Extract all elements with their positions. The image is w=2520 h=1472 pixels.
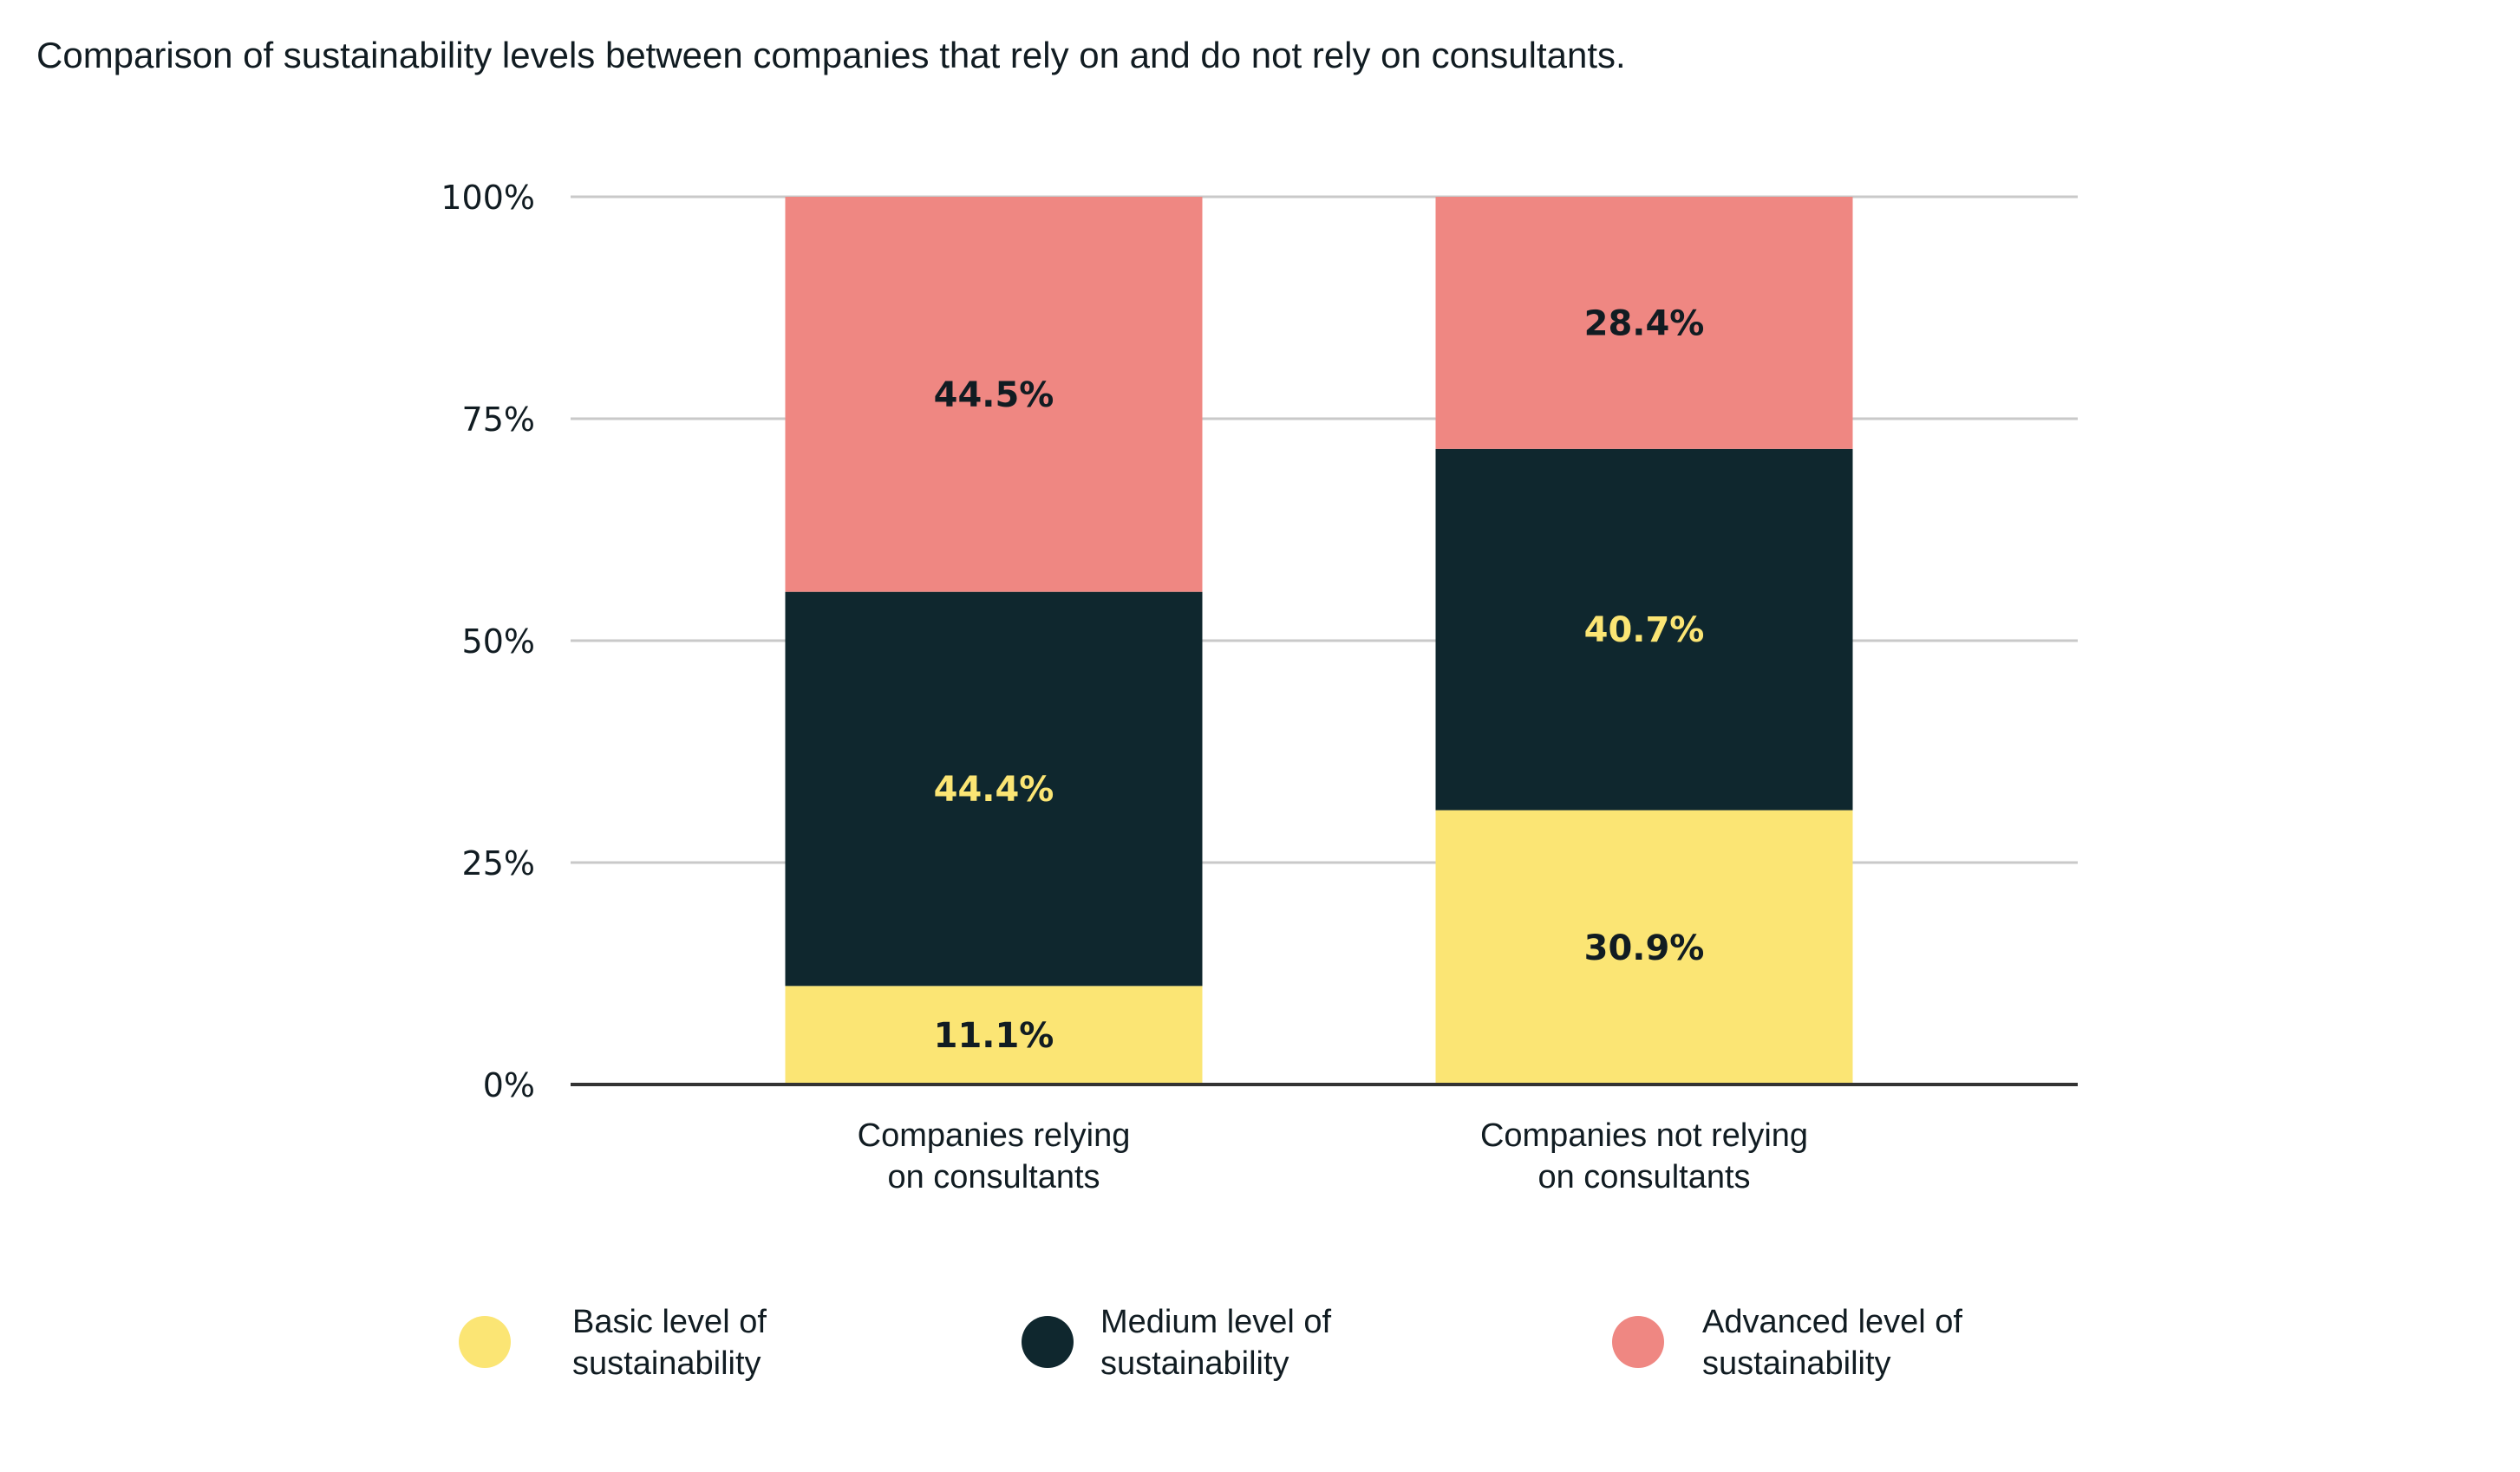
bar-segment — [1435, 448, 1853, 811]
x-tick-label: on consultants — [887, 1159, 1100, 1195]
data-label: 30.9% — [1584, 928, 1705, 968]
bars — [785, 197, 1853, 1084]
y-tick-label: 50% — [462, 622, 535, 661]
axes: 0% 25% 50% 75% 100% Companies relying on consu… — [441, 179, 2078, 1195]
bar-segment — [1435, 197, 1853, 449]
y-tick-label: 75% — [462, 401, 535, 439]
legend-label: Medium level of — [1100, 1304, 1332, 1340]
data-label: 28.4% — [1584, 303, 1705, 343]
chart-title: Comparison of sustainability levels betw… — [36, 35, 1626, 75]
legend-label: Basic level of — [572, 1304, 767, 1340]
bar-segment — [785, 986, 1203, 1084]
data-label: 40.7% — [1584, 610, 1705, 650]
y-tick-label: 100% — [441, 179, 535, 217]
y-tick-label: 0% — [483, 1066, 535, 1104]
data-label: 44.4% — [934, 770, 1054, 810]
legend-label: sustainability — [1100, 1345, 1289, 1382]
legend-swatch — [1022, 1316, 1074, 1368]
bar-segment — [1435, 810, 1853, 1084]
x-tick-label: Companies relying — [858, 1117, 1131, 1154]
data-labels: 11.1% 44.4% 44.5% 30.9% 40.7% 28.4% — [934, 303, 1705, 1056]
y-tick-label: 25% — [462, 844, 535, 883]
legend-label: sustainability — [1702, 1345, 1891, 1382]
x-tick-label: Companies not relying — [1480, 1117, 1808, 1154]
legend-label: sustainability — [572, 1345, 761, 1382]
data-label: 44.5% — [934, 375, 1054, 415]
legend-swatch — [1612, 1316, 1664, 1368]
legend-swatch — [459, 1316, 511, 1368]
legend-label: Advanced level of — [1702, 1304, 1962, 1340]
x-tick-label: on consultants — [1537, 1159, 1750, 1195]
legend: Basic level of sustainability Medium level… — [459, 1304, 1962, 1382]
data-label: 11.1% — [934, 1016, 1054, 1056]
bar-segment — [785, 197, 1203, 592]
bar-segment — [785, 591, 1203, 987]
